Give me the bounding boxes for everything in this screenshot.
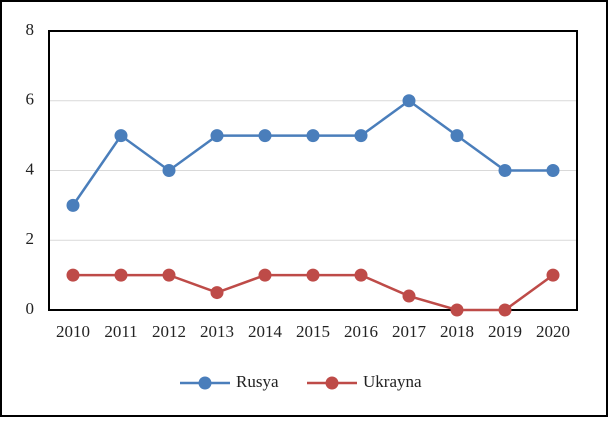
x-tick-label: 2013 (200, 322, 234, 341)
legend-marker (325, 376, 339, 390)
y-tick-label: 2 (26, 229, 35, 248)
x-tick-label: 2018 (440, 322, 474, 341)
data-point (354, 129, 368, 143)
x-tick-label: 2016 (344, 322, 378, 341)
plot-frame (48, 30, 578, 311)
legend-marker (198, 376, 212, 390)
data-point (306, 129, 320, 143)
x-tick-label: 2020 (536, 322, 570, 341)
data-point (66, 268, 80, 282)
x-tick-label: 2014 (248, 322, 283, 341)
data-point (498, 164, 512, 177)
data-point (210, 129, 224, 143)
x-tick-label: 2019 (488, 322, 522, 341)
y-tick-label: 4 (26, 159, 35, 178)
x-tick-label: 2012 (152, 322, 186, 341)
data-point (402, 289, 416, 303)
data-point (162, 164, 176, 177)
data-point (258, 268, 272, 282)
x-tick-label: 2011 (104, 322, 137, 341)
x-tick-label: 2010 (56, 322, 90, 341)
data-point (450, 129, 464, 143)
y-tick-label: 6 (26, 90, 35, 109)
data-point (306, 268, 320, 282)
data-point (498, 303, 512, 317)
data-point (114, 129, 128, 143)
data-point (402, 94, 416, 108)
data-point (546, 268, 560, 282)
legend-label: Ukrayna (363, 372, 422, 391)
data-point (450, 303, 464, 317)
x-tick-label: 2015 (296, 322, 330, 341)
data-point (66, 198, 80, 212)
y-tick-label: 8 (26, 20, 35, 39)
data-point (546, 164, 560, 177)
data-point (162, 268, 176, 282)
data-point (114, 268, 128, 282)
legend-label: Rusya (236, 372, 279, 391)
data-point (210, 286, 224, 300)
x-tick-label: 2017 (392, 322, 427, 341)
data-point (258, 129, 272, 143)
data-point (354, 268, 368, 282)
y-tick-label: 0 (26, 299, 35, 318)
